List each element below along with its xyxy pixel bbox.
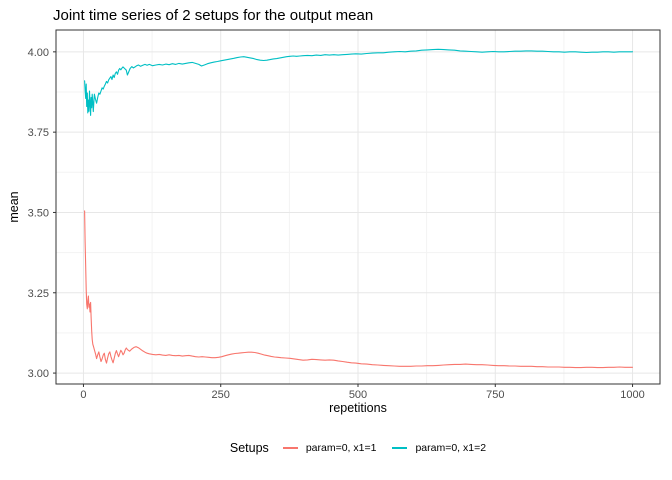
x-axis-title: repetitions	[329, 401, 387, 415]
y-tick-label: 3.00	[28, 368, 49, 380]
y-tick-label: 3.50	[28, 207, 49, 219]
y-tick-label: 4.00	[28, 47, 49, 59]
legend-entry: param=0, x1=1	[282, 442, 377, 454]
x-tick-label: 500	[349, 389, 367, 401]
x-tick-label: 250	[212, 389, 230, 401]
legend: Setups param=0, x1=1 param=0, x1=2	[56, 441, 660, 455]
y-tick-label: 3.75	[28, 127, 49, 139]
x-tick-label: 0	[80, 389, 86, 401]
plot-title: Joint time series of 2 setups for the ou…	[53, 7, 374, 24]
legend-entry-label: param=0, x1=2	[415, 442, 487, 454]
x-tick-label: 750	[486, 389, 504, 401]
series-line-1	[84, 48, 634, 116]
legend-key-line	[282, 447, 298, 449]
legend-entries: param=0, x1=1 param=0, x1=2	[282, 442, 486, 454]
legend-entry-label: param=0, x1=1	[305, 442, 377, 454]
legend-title: Setups	[229, 441, 269, 455]
legend-key-line	[392, 447, 408, 449]
y-tick-label: 3.25	[28, 288, 49, 300]
series-line-0	[84, 210, 634, 369]
legend-entry: param=0, x1=2	[392, 442, 486, 454]
x-tick-label: 1000	[620, 389, 644, 401]
